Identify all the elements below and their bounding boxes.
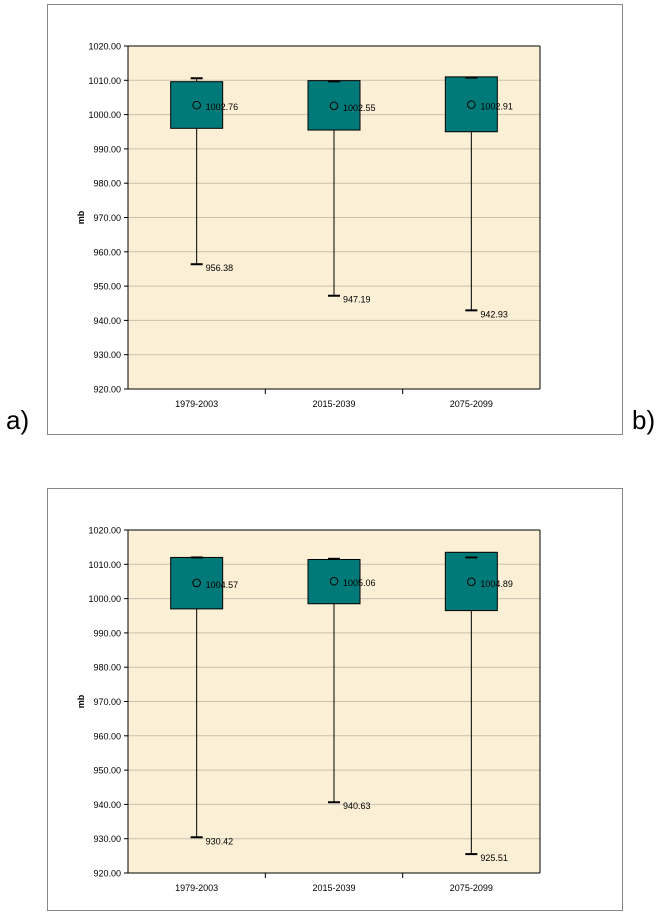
- x-tick-label: 1979-2003: [175, 883, 218, 893]
- box: [444, 76, 498, 133]
- min-label: 925.51: [480, 853, 508, 863]
- box: [444, 551, 498, 612]
- mean-marker: [329, 576, 339, 586]
- mean-label: 1002.91: [480, 102, 513, 112]
- y-tick-label: 940.00: [93, 316, 121, 326]
- min-label: 942.93: [480, 309, 508, 319]
- y-tick-label: 940.00: [93, 800, 121, 810]
- y-tick-label: 1020.00: [88, 42, 121, 52]
- y-tick-label: 990.00: [93, 144, 121, 154]
- mean-marker: [467, 577, 476, 587]
- y-tick-label: 1010.00: [88, 76, 121, 86]
- panel-label-b: b): [632, 405, 656, 435]
- y-axis-label: mb: [76, 210, 86, 224]
- x-tick-label: 2015-2039: [312, 883, 355, 893]
- min-label: 947.19: [343, 295, 371, 305]
- y-tick-label: 960.00: [93, 731, 121, 741]
- y-tick-label: 930.00: [93, 350, 121, 360]
- y-tick-label: 1020.00: [88, 526, 121, 536]
- box: [170, 81, 224, 129]
- mean-marker: [329, 101, 339, 111]
- y-tick-label: 1010.00: [88, 560, 121, 570]
- min-label: 940.63: [343, 801, 371, 811]
- y-tick-label: 920.00: [93, 869, 121, 879]
- min-label: 956.38: [206, 263, 234, 273]
- y-tick-label: 980.00: [93, 663, 121, 673]
- mean-marker: [192, 100, 201, 110]
- y-tick-label: 990.00: [93, 628, 121, 638]
- x-tick-label: 2075-2099: [450, 399, 493, 409]
- x-tick-label: 2015-2039: [312, 399, 355, 409]
- mean-label: 1004.89: [480, 579, 513, 589]
- x-tick-label: 2075-2099: [450, 883, 493, 893]
- mean-marker: [192, 578, 201, 588]
- min-label: 930.42: [206, 836, 234, 846]
- y-tick-label: 960.00: [93, 247, 121, 257]
- box: [307, 80, 361, 131]
- x-tick-label: 1979-2003: [175, 399, 218, 409]
- y-tick-label: 950.00: [93, 282, 121, 292]
- y-tick-label: 1000.00: [88, 110, 121, 120]
- y-axis-label: mb: [76, 694, 86, 708]
- y-tick-label: 970.00: [93, 213, 121, 223]
- y-tick-label: 980.00: [93, 179, 121, 189]
- y-tick-label: 920.00: [93, 385, 121, 395]
- y-tick-label: 950.00: [93, 766, 121, 776]
- chart-b: 920.00 930.00 940.00 950.00 960.00 970.00 980.…: [76, 526, 541, 893]
- mean-label: 1002.55: [343, 103, 376, 113]
- mean-label: 1005.06: [343, 578, 376, 588]
- y-tick-label: 1000.00: [88, 594, 121, 604]
- mean-marker: [467, 100, 476, 109]
- mean-label: 1002.76: [206, 102, 239, 112]
- panel-label-a: a): [6, 405, 30, 435]
- y-tick-label: 970.00: [93, 697, 121, 707]
- box: [170, 556, 224, 610]
- chart-a: 920.00 930.00 940.00 950.00 960.00 970.00 980.…: [76, 42, 541, 409]
- y-tick-label: 930.00: [93, 834, 121, 844]
- mean-label: 1004.57: [206, 580, 239, 590]
